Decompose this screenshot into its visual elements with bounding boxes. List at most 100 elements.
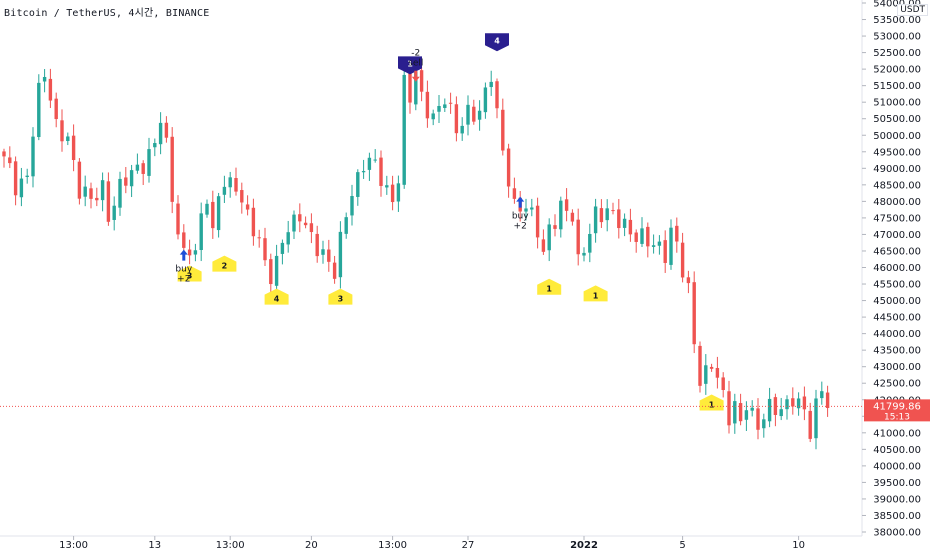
candle xyxy=(234,167,238,196)
marker-shape xyxy=(328,288,353,305)
candle-body xyxy=(240,190,244,203)
candle-body xyxy=(425,91,430,119)
candle xyxy=(657,235,662,255)
candle-body xyxy=(164,122,169,138)
candle-body xyxy=(8,157,12,164)
candle-body xyxy=(344,217,348,234)
candle-body xyxy=(605,208,609,221)
candle-body xyxy=(501,109,505,151)
price-tick-label: 45500.00 xyxy=(873,280,921,291)
candle-body xyxy=(176,203,180,235)
price-tick-label: 47000.00 xyxy=(873,230,921,241)
price-tick-label: 38000.00 xyxy=(873,528,921,539)
marker-label: 2 xyxy=(222,262,228,271)
candle-body xyxy=(640,228,644,244)
candle-body xyxy=(402,74,406,185)
candle xyxy=(153,138,157,157)
candle xyxy=(640,217,644,248)
candle-body xyxy=(617,209,621,229)
candle-body xyxy=(472,106,476,122)
candle-body xyxy=(95,197,99,201)
candle-body xyxy=(721,377,725,391)
signal-label: sell xyxy=(408,59,423,69)
sell-signal: sell-2 xyxy=(408,49,423,82)
price-tick-label: 53000.00 xyxy=(873,32,921,43)
candle xyxy=(402,64,406,189)
marker-label: 1 xyxy=(593,291,599,300)
marker-shape xyxy=(212,255,237,272)
candle-body xyxy=(60,120,64,142)
price-tick-label: 49500.00 xyxy=(873,147,921,158)
price-tick-label: 39000.00 xyxy=(873,494,921,505)
price-tick-label: 48000.00 xyxy=(873,197,921,208)
candle-body xyxy=(118,178,122,208)
candle xyxy=(535,197,540,249)
candle xyxy=(477,100,482,131)
candle-body xyxy=(553,225,557,229)
candle xyxy=(71,124,76,172)
candle-body xyxy=(530,207,534,210)
candle-body xyxy=(431,113,435,120)
price-tick-label: 45000.00 xyxy=(873,296,921,307)
candle-body xyxy=(251,207,256,237)
candle-body xyxy=(738,403,743,422)
candle xyxy=(274,244,279,290)
price-tick-label: 54000.00 xyxy=(873,0,921,10)
candle-body xyxy=(802,396,807,410)
candle-body xyxy=(37,82,41,138)
candle-body xyxy=(257,237,261,239)
candle xyxy=(205,199,209,218)
candle-body xyxy=(460,125,464,134)
candle-body xyxy=(66,136,70,142)
candle xyxy=(651,234,656,254)
time-tick-label: 2022 xyxy=(570,540,598,550)
candle xyxy=(791,387,795,415)
candle-body xyxy=(211,201,215,229)
currency-unit[interactable]: USDT xyxy=(897,4,928,16)
candle xyxy=(385,175,389,195)
candle-body xyxy=(106,181,111,222)
candle-body xyxy=(414,71,418,105)
price-tick-label: 51000.00 xyxy=(873,98,921,109)
time-axis[interactable]: 13:00 13 13:00 20 13:00 27 2022 5 10 xyxy=(59,536,805,551)
candle-body xyxy=(448,102,453,104)
candle-body xyxy=(785,399,789,410)
candle xyxy=(193,243,198,262)
candle xyxy=(709,363,714,372)
candle-body xyxy=(135,164,140,171)
candle xyxy=(698,341,702,393)
candle xyxy=(570,209,575,226)
candle xyxy=(419,66,424,102)
candle-body xyxy=(576,219,580,255)
pattern-marker-navy: 1 xyxy=(398,56,422,75)
candle-body xyxy=(547,224,551,251)
candle xyxy=(396,175,401,212)
time-tick-label: 13:00 xyxy=(216,540,245,550)
candle-body xyxy=(327,249,331,262)
symbol-title: Bitcoin / TetherUS, 4시간, BINANCE xyxy=(4,8,210,19)
candle-body xyxy=(48,78,53,101)
candle-body xyxy=(303,222,308,226)
candle-body xyxy=(715,367,720,378)
candle xyxy=(762,413,766,438)
candle-body xyxy=(332,262,337,279)
candle xyxy=(733,393,737,434)
time-tick-label: 10 xyxy=(792,540,805,550)
pattern-marker-yellow: 3 xyxy=(177,265,202,282)
candle-body xyxy=(727,391,731,426)
candle-body xyxy=(512,188,517,199)
marker-label: 1 xyxy=(709,400,715,409)
candle xyxy=(164,116,169,143)
candle xyxy=(37,74,41,141)
candle xyxy=(361,159,366,179)
candle xyxy=(199,202,203,262)
signal-qty: -2 xyxy=(411,49,420,59)
candle xyxy=(176,195,180,240)
candle xyxy=(454,96,459,142)
candle xyxy=(773,393,778,427)
candle-body xyxy=(112,205,116,220)
candle xyxy=(506,143,511,198)
